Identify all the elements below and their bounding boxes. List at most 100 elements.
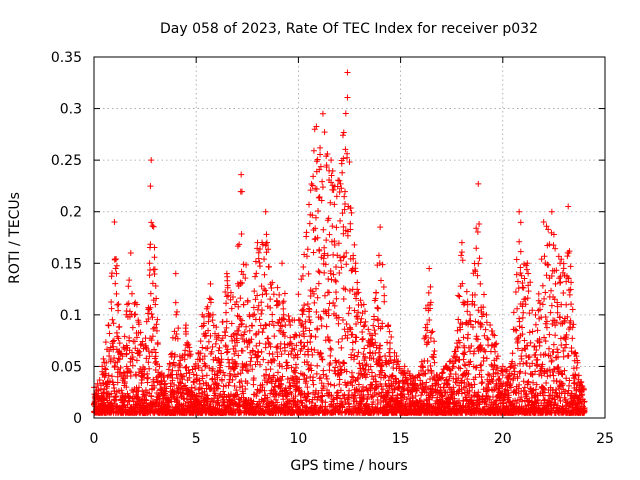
data-point-sample <box>342 188 349 195</box>
data-point-sample <box>231 382 238 389</box>
data-point-sample <box>464 308 471 315</box>
data-point-sample <box>284 375 291 382</box>
data-point-sample <box>362 318 369 325</box>
data-point-sample <box>256 263 263 270</box>
data-point-sample <box>278 351 285 358</box>
data-point-sample <box>247 358 254 365</box>
data-point-sample <box>358 387 365 394</box>
data-point-sample <box>233 387 240 394</box>
data-point-sample <box>301 333 308 340</box>
data-point-sample <box>325 275 332 282</box>
data-point-sample <box>223 318 230 325</box>
data-point-sample <box>389 392 396 399</box>
data-point-sample <box>381 292 388 299</box>
data-point-sample <box>431 348 438 355</box>
data-point-sample <box>262 287 269 294</box>
data-point-sample <box>362 308 369 315</box>
data-point-sample <box>287 334 294 341</box>
data-point-sample <box>543 324 550 331</box>
data-point-sample <box>388 373 395 380</box>
data-point-sample <box>314 234 321 241</box>
data-point-sample <box>568 345 575 352</box>
data-point-sample <box>340 223 347 230</box>
data-point-sample <box>149 222 156 229</box>
data-point-sample <box>236 313 243 320</box>
data-point-sample <box>102 339 109 346</box>
x-tick-label: 15 <box>392 431 410 447</box>
data-point-sample <box>242 363 249 370</box>
y-tick-label: 0.2 <box>60 205 82 221</box>
data-point-sample <box>268 285 275 292</box>
data-point-sample <box>358 370 365 377</box>
data-point-sample <box>379 261 386 268</box>
data-point-sample <box>284 362 291 369</box>
data-point-sample <box>141 371 148 378</box>
data-point-sample <box>378 363 385 370</box>
data-point-sample <box>209 398 216 405</box>
data-point-sample <box>349 382 356 389</box>
data-point-sample <box>374 397 381 404</box>
data-point-sample <box>109 338 116 345</box>
data-point-sample <box>541 295 548 302</box>
data-point-sample <box>227 372 234 379</box>
data-point-sample <box>183 370 190 377</box>
data-point-sample <box>314 156 321 163</box>
data-point-sample <box>238 321 245 328</box>
data-point-sample <box>285 313 292 320</box>
data-point-sample <box>178 380 185 387</box>
data-point-sample <box>258 348 265 355</box>
data-point-sample <box>257 322 264 329</box>
data-point-sample <box>348 378 355 385</box>
data-point-sample <box>260 325 267 332</box>
data-point-sample <box>148 392 155 399</box>
data-point-sample <box>385 377 392 384</box>
data-point-sample <box>389 372 396 379</box>
data-point <box>254 239 261 246</box>
data-point-sample <box>344 154 351 161</box>
data-point-sample <box>232 348 239 355</box>
data-point-sample <box>195 364 202 371</box>
data-point-sample <box>375 357 382 364</box>
data-point-sample <box>309 212 316 219</box>
data-point-sample <box>147 304 154 311</box>
data-point-sample <box>228 305 235 312</box>
data-point-sample <box>263 291 270 298</box>
data-point-sample <box>281 344 288 351</box>
data-point-sample <box>535 290 542 297</box>
data-point-sample <box>175 367 182 374</box>
data-point-sample <box>221 372 228 379</box>
data-point-sample <box>253 392 260 399</box>
y-tick-label: 0.25 <box>51 153 82 169</box>
data-point-sample <box>205 395 212 402</box>
data-point-sample <box>143 355 150 362</box>
data-point-sample <box>525 288 532 295</box>
data-point-sample <box>204 345 211 352</box>
data-point-sample <box>242 385 249 392</box>
data-point-sample <box>317 163 324 170</box>
data-point-sample <box>368 394 375 401</box>
data-point-sample <box>329 168 336 175</box>
data-point-sample <box>323 237 330 244</box>
data-point-sample <box>523 266 530 273</box>
data-point-sample <box>379 367 386 374</box>
data-point-sample <box>145 359 152 366</box>
data-point-sample <box>147 183 154 190</box>
data-point-sample <box>295 316 302 323</box>
data-point-sample <box>169 350 176 357</box>
data-point-sample <box>341 326 348 333</box>
data-point-sample <box>129 353 136 360</box>
data-point-sample <box>325 312 332 319</box>
data-point-sample <box>546 331 553 338</box>
data-point-sample <box>129 324 136 331</box>
data-point-sample <box>304 390 311 397</box>
data-point-sample <box>113 290 120 297</box>
data-point-sample <box>259 381 266 388</box>
data-point-sample <box>223 324 230 331</box>
data-point-sample <box>106 330 113 337</box>
data-point-sample <box>550 341 557 348</box>
data-point-sample <box>346 387 353 394</box>
data-point-sample <box>186 374 193 381</box>
data-point-sample <box>267 304 274 311</box>
data-point-sample <box>113 270 120 277</box>
data-point-sample <box>332 277 339 284</box>
